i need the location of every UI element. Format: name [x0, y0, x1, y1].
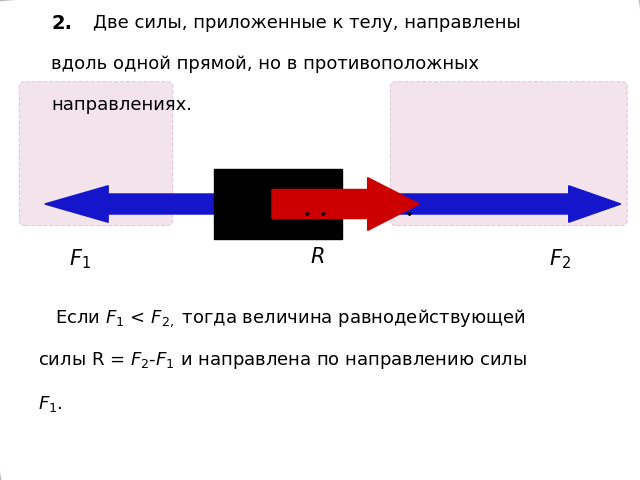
- Text: $F_1$: $F_1$: [69, 247, 91, 271]
- Text: $F_1$.: $F_1$.: [38, 394, 63, 414]
- Polygon shape: [305, 213, 309, 216]
- Polygon shape: [45, 186, 333, 222]
- Text: Две силы, приложенные к телу, направлены: Две силы, приложенные к телу, направлены: [93, 14, 520, 33]
- Text: вдоль одной прямой, но в противоположных: вдоль одной прямой, но в противоположных: [51, 55, 479, 73]
- Text: направлениях.: направлениях.: [51, 96, 192, 114]
- Polygon shape: [321, 213, 325, 216]
- Text: 2.: 2.: [51, 14, 72, 34]
- FancyBboxPatch shape: [390, 82, 627, 226]
- Text: Если $F_1$ < $F_{2,}$ тогда величина равнодействующей: Если $F_1$ < $F_{2,}$ тогда величина рав…: [38, 307, 526, 329]
- Text: силы R = $F_2$-$F_1$ и направлена по направлению силы: силы R = $F_2$-$F_1$ и направлена по нап…: [38, 350, 527, 372]
- Polygon shape: [384, 186, 621, 222]
- Text: $R$: $R$: [310, 247, 324, 267]
- Text: $F_2$: $F_2$: [549, 247, 571, 271]
- Polygon shape: [408, 213, 412, 216]
- Polygon shape: [272, 178, 419, 230]
- Bar: [214, 169, 342, 239]
- FancyBboxPatch shape: [19, 82, 173, 226]
